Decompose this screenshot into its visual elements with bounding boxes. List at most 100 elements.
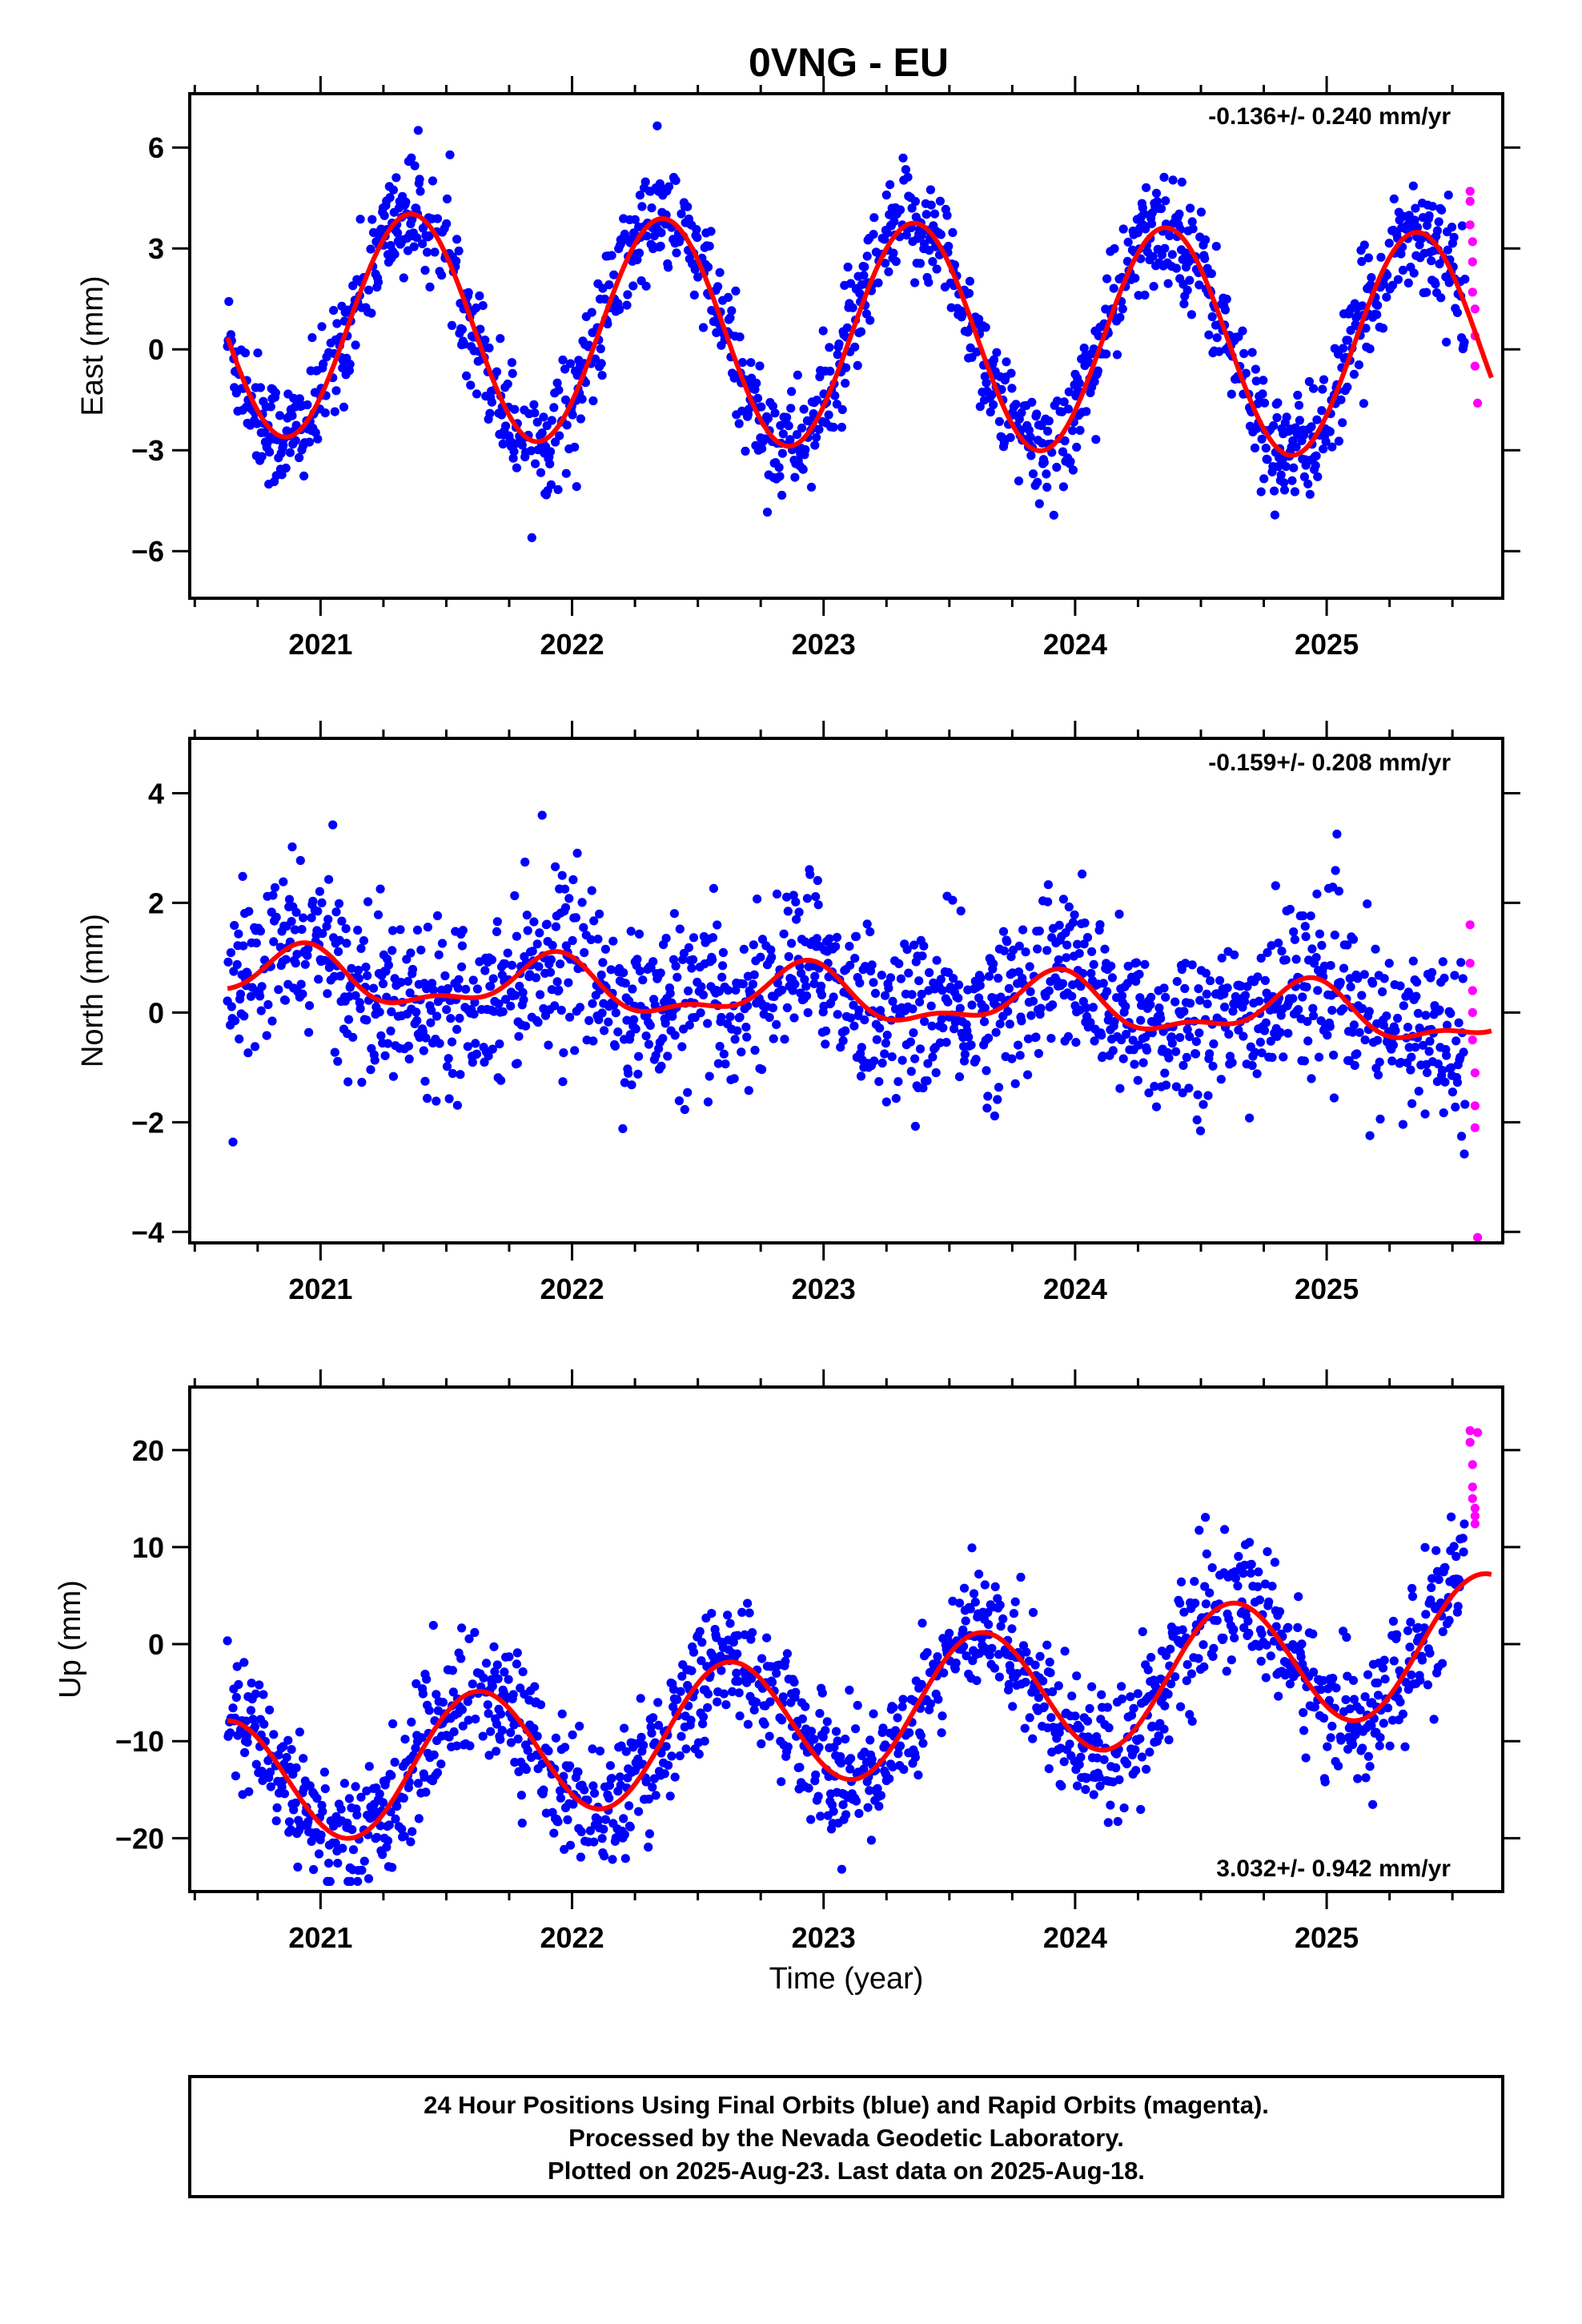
y-tick-label: −3	[131, 434, 164, 467]
east-point	[1261, 444, 1271, 453]
north-point	[1102, 987, 1112, 996]
up-point	[413, 1779, 424, 1788]
north-point	[803, 1007, 813, 1018]
north-point	[546, 955, 556, 964]
north-point	[1411, 1043, 1420, 1052]
north-point	[1267, 941, 1276, 951]
north-point	[907, 990, 917, 999]
north-point	[435, 1039, 444, 1048]
up-point	[1130, 1745, 1140, 1755]
east-point	[689, 290, 699, 300]
east-point	[735, 332, 745, 342]
north-point	[1195, 1126, 1206, 1136]
north-point	[812, 934, 821, 943]
north-point	[779, 929, 789, 939]
y-tick-label: −6	[131, 535, 164, 568]
north-point	[303, 944, 313, 954]
east-point	[1026, 451, 1036, 460]
east-point	[1026, 432, 1035, 442]
north-point	[713, 920, 722, 930]
north-point	[624, 1068, 633, 1078]
north-point	[1437, 1065, 1447, 1076]
up-point	[757, 1654, 767, 1663]
north-point	[231, 1016, 240, 1026]
east-point	[1239, 348, 1249, 359]
north-point	[548, 940, 557, 951]
north-point	[1418, 1040, 1427, 1050]
up-point	[670, 1772, 680, 1782]
north-point	[850, 954, 860, 963]
y-tick-label: −20	[115, 1822, 164, 1855]
north-point	[1046, 1034, 1056, 1043]
north-point	[857, 1043, 866, 1052]
east-point	[1024, 425, 1034, 435]
north-point	[1314, 1052, 1324, 1062]
east-point	[553, 485, 563, 495]
up-point	[1361, 1773, 1371, 1783]
north-point	[239, 941, 248, 951]
up-point	[1405, 1642, 1415, 1652]
x-tick-label: 2023	[792, 628, 856, 661]
north-point	[1134, 1040, 1143, 1050]
east-point	[926, 185, 935, 195]
east-point	[1101, 304, 1110, 314]
east-point	[266, 402, 275, 412]
up-point	[1297, 1639, 1307, 1649]
east-point	[496, 334, 505, 344]
east-point	[460, 340, 469, 349]
up-point	[1368, 1799, 1378, 1809]
east-point	[1211, 242, 1221, 251]
east-point	[1334, 436, 1343, 446]
north-panel: 420−2−4 2021 2022 2023 2024 2025 North (mm) …	[76, 721, 1520, 1305]
up-point	[1320, 1777, 1330, 1787]
north-point	[1062, 940, 1072, 950]
east-point	[683, 202, 693, 211]
north-point	[671, 961, 681, 971]
east-point	[753, 393, 763, 403]
up-point	[438, 1698, 448, 1707]
north-point	[846, 1013, 856, 1023]
north-point	[1202, 989, 1211, 999]
east-point	[824, 410, 833, 420]
east-point	[930, 209, 940, 219]
north-point	[421, 1033, 431, 1043]
up-point	[1163, 1689, 1173, 1699]
up-point	[757, 1739, 766, 1749]
north-point	[1440, 1077, 1450, 1087]
up-point	[987, 1643, 997, 1653]
north-point	[698, 990, 709, 999]
up-point	[1113, 1816, 1122, 1827]
north-point	[1136, 1015, 1146, 1025]
north-point	[1118, 1054, 1128, 1063]
up-point	[432, 1768, 443, 1778]
north-point	[1216, 1075, 1226, 1084]
up-points	[223, 1512, 1469, 1886]
north-point	[801, 982, 811, 991]
north-point	[427, 1006, 436, 1015]
east-point	[1273, 398, 1283, 408]
east-point	[379, 211, 389, 220]
east-point	[1263, 455, 1272, 464]
up-point	[1449, 1542, 1459, 1551]
east-point	[413, 126, 424, 135]
east-point	[692, 225, 701, 235]
north-point	[1267, 1052, 1277, 1062]
north-point	[1353, 974, 1363, 983]
east-point	[570, 442, 580, 452]
north-point	[406, 948, 416, 958]
up-point	[765, 1731, 774, 1741]
east-point	[332, 319, 342, 328]
north-point	[351, 991, 360, 1000]
up-point	[1380, 1675, 1390, 1684]
up-point	[895, 1741, 905, 1751]
up-point	[1133, 1689, 1142, 1699]
north-point	[1391, 1026, 1400, 1035]
east-point	[1220, 305, 1231, 315]
east-point	[415, 175, 424, 184]
north-point	[994, 1083, 1004, 1092]
up-point	[1081, 1785, 1090, 1795]
up-point	[664, 1760, 673, 1770]
up-point	[831, 1727, 841, 1736]
up-point	[1190, 1577, 1199, 1586]
north-point	[357, 1077, 367, 1088]
